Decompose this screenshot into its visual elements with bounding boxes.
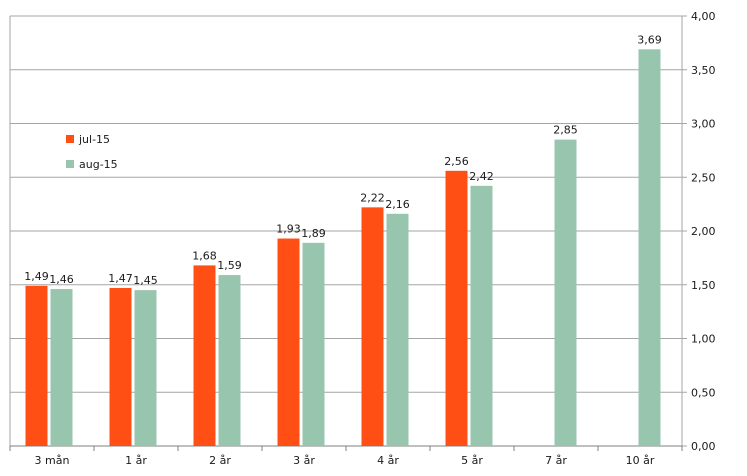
- data-label: 2,56: [444, 155, 469, 168]
- data-labels: 1,49 1,46 1,47 1,45 1,681,59 1,93 1,89 2,22 2,16…: [24, 33, 662, 287]
- y-tick-label: 0,00: [691, 440, 716, 453]
- bar-jul15: [193, 265, 216, 446]
- y-tick-label: 3,50: [691, 64, 716, 77]
- legend-swatch: [66, 160, 74, 168]
- data-label: 3,69: [637, 33, 662, 46]
- bar-aug15: [302, 242, 325, 446]
- bar-jul15: [361, 207, 384, 446]
- bar-jul15: [445, 170, 468, 447]
- x-tick-label: 3 år: [293, 454, 315, 467]
- y-tick-label: 1,50: [691, 279, 716, 292]
- data-label: 1,93: [276, 223, 301, 236]
- bar-aug15: [218, 275, 241, 446]
- data-label: 1,49: [24, 270, 49, 283]
- y-tick-label: 1,00: [691, 333, 716, 346]
- x-tick-labels: 3 mån 1 år 2 år 3 år 4 år 5 år 7 år 10 år: [35, 454, 655, 467]
- y-tick-label: 0,50: [691, 386, 716, 399]
- x-tick-label: 2 år: [209, 454, 231, 467]
- x-tick-label: 10 år: [626, 454, 655, 467]
- x-tick-label: 7 år: [545, 454, 567, 467]
- data-label: 1,46: [49, 273, 74, 286]
- x-tick-label: 4 år: [377, 454, 399, 467]
- legend-label: jul-15: [78, 133, 110, 146]
- y-tick-label: 3,00: [691, 118, 716, 131]
- legend: jul-15 aug-15: [66, 133, 118, 171]
- legend-swatch: [66, 135, 74, 143]
- data-label: 1,45: [133, 274, 158, 287]
- bars: [25, 49, 661, 447]
- bar-aug15: [134, 290, 157, 446]
- y-tick-label: 4,00: [691, 10, 716, 23]
- bar-aug15: [50, 289, 73, 446]
- y-tick-label: 2,00: [691, 225, 716, 238]
- x-tick-label: 1 år: [125, 454, 147, 467]
- data-label: 2,42: [469, 170, 494, 183]
- data-label: 2,22: [360, 191, 385, 204]
- bar-aug15: [554, 139, 577, 446]
- x-tick-label: 5 år: [461, 454, 483, 467]
- y-tick-labels: 0,00 0,50 1,00 1,50 2,00 2,50 3,00 3,50 4,00: [691, 10, 716, 453]
- bar-aug15: [386, 213, 409, 446]
- y-tick-label: 2,50: [691, 171, 716, 184]
- bar-aug15: [638, 49, 661, 446]
- data-label: 1,47: [108, 272, 133, 285]
- data-label: 1,68: [192, 249, 217, 262]
- bar-aug15: [470, 185, 493, 446]
- bar-jul15: [25, 285, 48, 446]
- data-label: 2,85: [553, 124, 578, 137]
- data-label: 1,89: [301, 227, 326, 240]
- bar-jul15: [109, 287, 132, 446]
- data-label: 2,16: [385, 198, 410, 211]
- x-tick-label: 3 mån: [35, 454, 70, 467]
- legend-label: aug-15: [79, 158, 118, 171]
- data-label: 1,59: [217, 259, 242, 272]
- bar-jul15: [277, 238, 300, 446]
